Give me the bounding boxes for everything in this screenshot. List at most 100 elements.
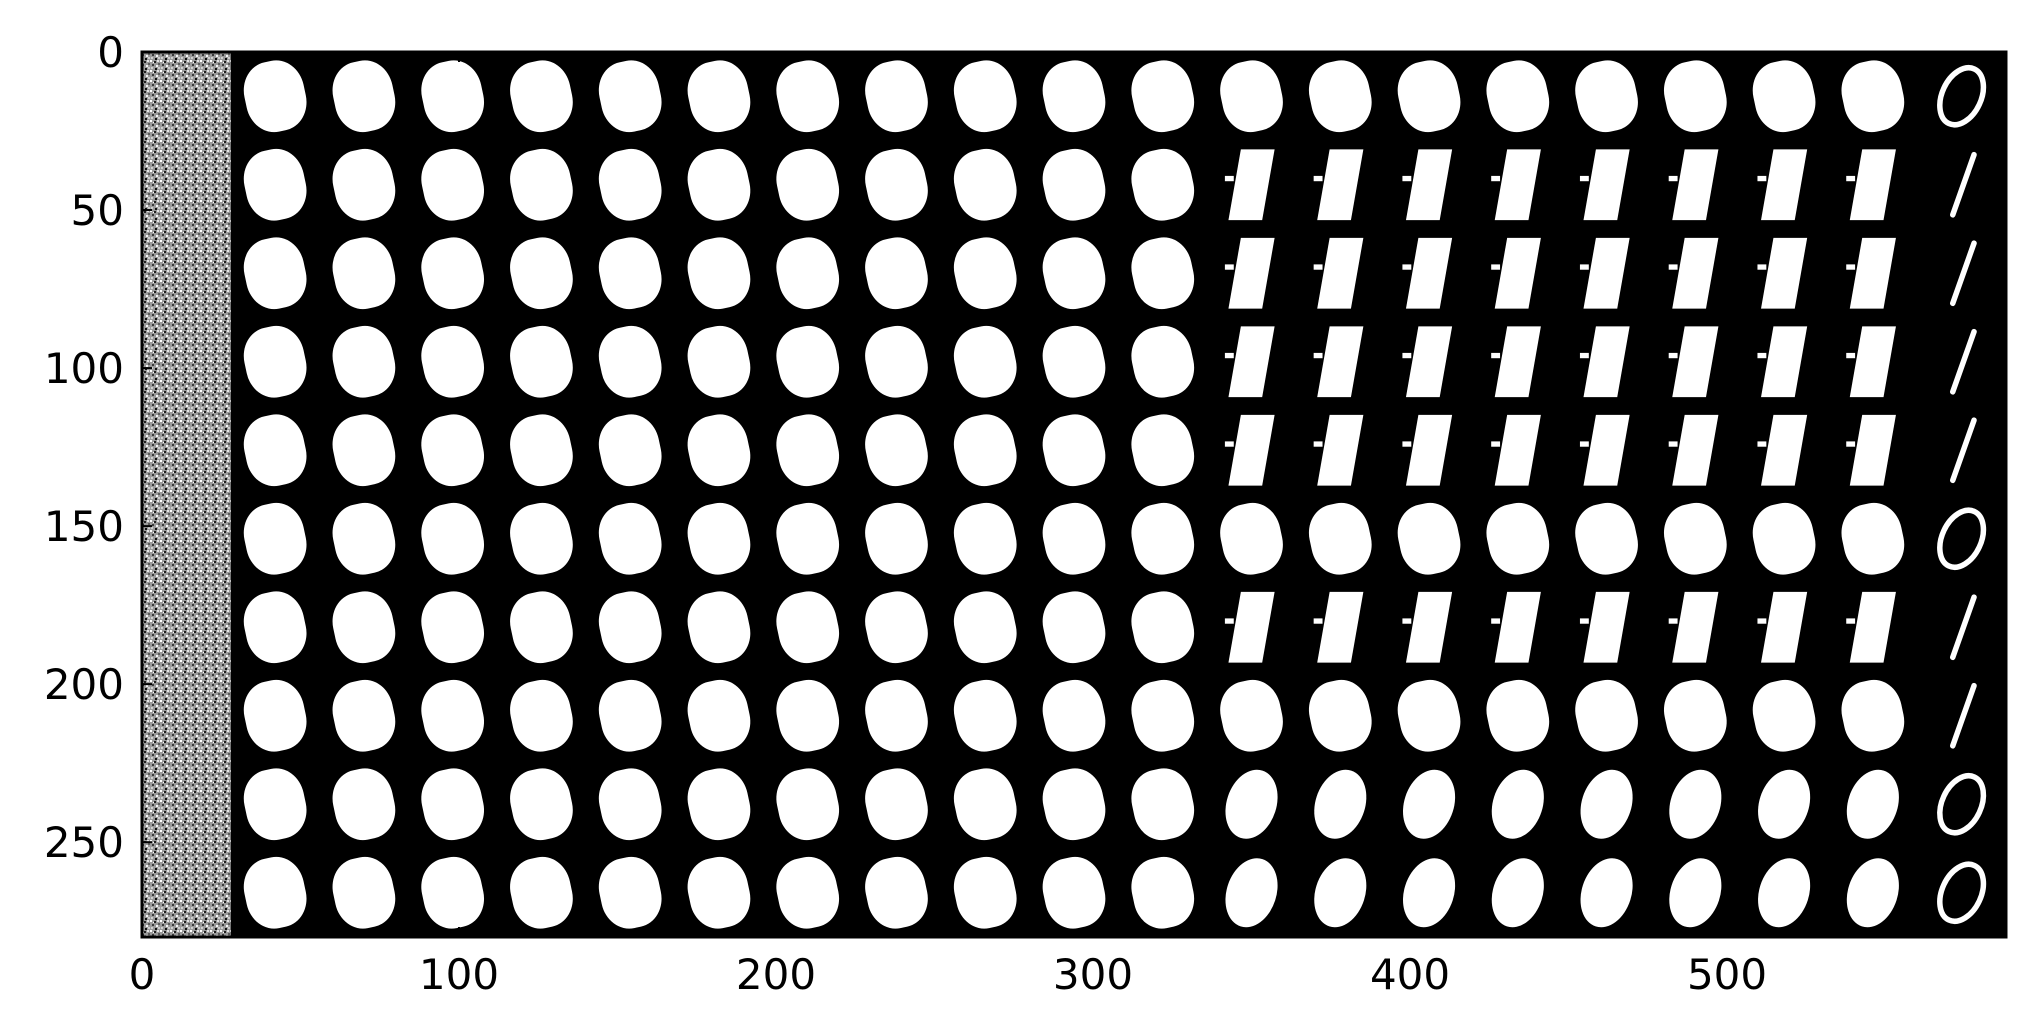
tile-r5-c8 xyxy=(865,502,928,575)
tile-r5-c17 xyxy=(1663,502,1727,575)
blob-bar xyxy=(1583,591,1630,663)
tile-r6-c19 xyxy=(1846,591,1896,663)
tile-r9-c10 xyxy=(1042,856,1106,929)
blob-round xyxy=(421,768,485,841)
blob-bar-speck xyxy=(1579,175,1589,182)
blob-round xyxy=(243,502,307,575)
blob-round xyxy=(1042,60,1106,133)
tile-r3-c12 xyxy=(1224,326,1275,398)
tile-r6-c12 xyxy=(1224,591,1275,663)
tile-r7-c2 xyxy=(332,679,396,752)
blob-bar xyxy=(1583,414,1630,486)
tile-r1-c5 xyxy=(598,148,662,221)
tile-r7-c1 xyxy=(243,679,307,752)
blob-oval xyxy=(1491,858,1544,928)
blob-bar-speck xyxy=(1491,352,1501,359)
tile-r1-c1 xyxy=(243,148,307,221)
tile-r3-c2 xyxy=(332,325,396,398)
blob-round xyxy=(1663,679,1727,752)
digit-tile-r1 xyxy=(1949,151,1977,218)
blob-bar-speck xyxy=(1846,264,1856,270)
tile-r3-c10 xyxy=(1042,325,1106,398)
tile-r1-c14 xyxy=(1402,149,1453,221)
tile-r3-c4 xyxy=(510,325,573,398)
tile-r0-c4 xyxy=(510,60,573,133)
blob-bar-speck xyxy=(1846,175,1856,182)
blob-round xyxy=(1131,502,1195,575)
blob-round xyxy=(1042,768,1106,841)
blob-round xyxy=(1131,679,1195,752)
blob-bar-speck xyxy=(1579,264,1589,270)
blob-oval xyxy=(1669,769,1722,839)
tile-r7-c4 xyxy=(510,679,573,752)
tile-r9-c12 xyxy=(1225,858,1278,928)
blob-bar xyxy=(1228,591,1275,663)
blob-round xyxy=(687,148,751,221)
blob-round xyxy=(1131,414,1195,487)
digit-zero xyxy=(1937,507,1987,570)
blob-round xyxy=(1308,502,1372,575)
tile-r0-c12 xyxy=(1220,60,1283,133)
blob-round xyxy=(421,60,485,133)
tile-r1-c15 xyxy=(1491,149,1541,221)
tile-r7-c9 xyxy=(953,679,1017,752)
blob-round xyxy=(776,679,840,752)
blob-round xyxy=(776,414,840,487)
blob-round xyxy=(1308,60,1372,133)
tile-r9-c17 xyxy=(1669,858,1722,928)
blob-bar-speck xyxy=(1579,352,1589,359)
tile-r0-c18 xyxy=(1752,60,1816,133)
blob-oval xyxy=(1846,769,1899,839)
tile-r6-c9 xyxy=(953,591,1017,664)
digit-tile-r7 xyxy=(1949,682,1977,749)
blob-round xyxy=(1397,60,1461,133)
blob-bar-speck xyxy=(1668,441,1678,447)
blob-round xyxy=(243,60,307,133)
tile-r9-c8 xyxy=(865,856,928,929)
blob-oval xyxy=(1314,769,1367,839)
blob-round xyxy=(687,856,751,929)
blob-round xyxy=(1752,502,1816,575)
tile-r2-c7 xyxy=(776,237,840,310)
blob-bar xyxy=(1494,591,1541,663)
blob-bar xyxy=(1317,591,1364,663)
blob-oval xyxy=(1758,858,1811,928)
blob-round xyxy=(243,148,307,221)
blob-round xyxy=(1131,148,1195,221)
blob-round xyxy=(510,591,573,664)
tile-r6-c6 xyxy=(687,591,751,664)
y-tick-label: 150 xyxy=(44,502,124,551)
blob-round xyxy=(1042,237,1106,310)
blob-bar xyxy=(1228,414,1275,486)
tile-r9-c6 xyxy=(687,856,751,929)
tile-r0-c19 xyxy=(1841,60,1905,133)
blob-oval xyxy=(1403,858,1456,928)
blob-bar-speck xyxy=(1846,618,1856,624)
blob-round xyxy=(510,60,573,133)
tile-r1-c9 xyxy=(953,148,1017,221)
tile-r8-c2 xyxy=(332,768,396,841)
blob-bar-speck xyxy=(1491,175,1501,182)
blob-bar-speck xyxy=(1313,352,1323,359)
tile-r0-c3 xyxy=(421,60,485,133)
tile-r5-c10 xyxy=(1042,502,1106,575)
tile-r0-c8 xyxy=(865,60,928,133)
tile-r6-c5 xyxy=(598,591,662,664)
blob-oval xyxy=(1491,769,1544,839)
blob-bar-speck xyxy=(1224,352,1234,359)
blob-round xyxy=(1042,591,1106,664)
blob-bar xyxy=(1405,326,1453,398)
blob-bar xyxy=(1583,237,1630,309)
blob-bar-speck xyxy=(1757,618,1767,624)
tile-r2-c3 xyxy=(421,237,485,310)
tile-r7-c11 xyxy=(1131,679,1195,752)
tile-r1-c19 xyxy=(1846,149,1896,221)
tile-r2-c9 xyxy=(953,237,1017,310)
blob-oval xyxy=(1758,769,1811,839)
blob-bar xyxy=(1672,149,1719,221)
tile-r3-c1 xyxy=(243,325,307,398)
tile-r6-c14 xyxy=(1402,591,1453,663)
blob-bar-speck xyxy=(1224,264,1234,270)
tile-r1-c13 xyxy=(1313,149,1364,221)
blob-round xyxy=(510,856,573,929)
